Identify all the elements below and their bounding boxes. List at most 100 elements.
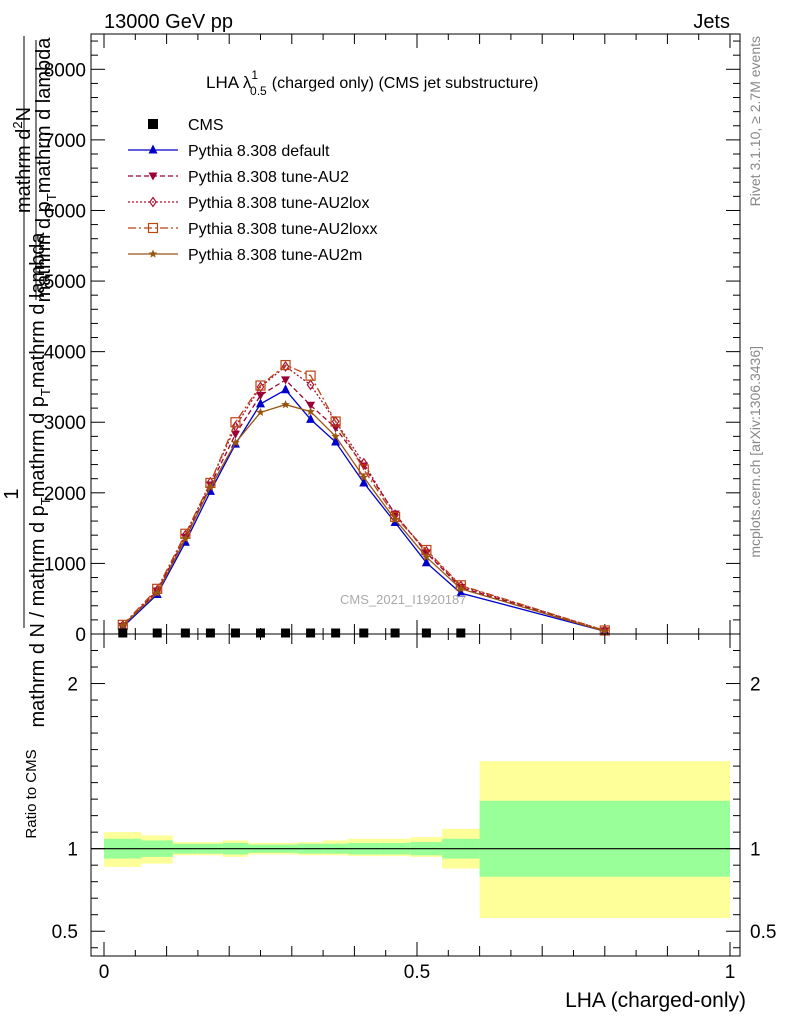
legend-marker-au2loxx [147, 222, 159, 234]
main-ytick-label-0: 0 [75, 625, 86, 646]
legend-label-au2lox: Pythia 8.308 tune-AU2lox [188, 195, 369, 212]
legend: CMS Pythia 8.308 default Pythia 8.308 tune… [128, 117, 377, 264]
cms-point-12 [456, 628, 466, 638]
ratio-ytick-label-right-1: 1 [750, 840, 761, 861]
main-ytick-label-6: 6000 [44, 201, 86, 222]
series-point-au2m-2 [181, 534, 190, 543]
series-line-au2lox [122, 365, 605, 632]
series-point-au2m-7 [306, 407, 315, 416]
ratio-ytick-label-right-0: 0.5 [750, 922, 776, 943]
series-line-au2m [122, 403, 605, 632]
legend-marker-au2m [148, 249, 158, 258]
series-point-au2m-6 [281, 400, 290, 409]
series-point-au2lox-5 [256, 381, 265, 393]
main-panel: 0 1000 2000 3000 4000 5000 6000 7000 8000 [44, 33, 741, 646]
legend-marker-default [148, 144, 158, 154]
series-point-au2-5 [256, 391, 265, 400]
main-ytick-label-3: 3000 [44, 413, 86, 434]
series-point-au2-6 [281, 376, 291, 385]
x-axis-label: LHA (charged-only) [565, 989, 746, 1012]
main-ytick-label-4: 4000 [44, 343, 86, 364]
ratio-xtick-label-1: 0.5 [404, 962, 430, 983]
ylabel-num-n: N [13, 107, 35, 121]
title-sub: 0.5 [250, 84, 267, 98]
series-point-au2loxx-6 [280, 359, 291, 371]
ylabel-inner-b: mathrm d lambda [33, 37, 55, 193]
cms-point-1 [152, 628, 162, 638]
legend-label-cms: CMS [188, 117, 224, 134]
ylabel-denominator: mathrm d N / mathrm d pTmathrm d pTmathr… [27, 232, 53, 728]
ylabel-inner-den: mathrm d pTmathrm d lambda [33, 37, 59, 303]
ylabel-num-d: mathrm d [13, 129, 35, 213]
legend-marker-cms [148, 119, 158, 129]
main-ytick-label-2: 2000 [44, 484, 86, 505]
series-point-au2loxx-4 [230, 417, 241, 428]
ylabel-den-t1: T [38, 497, 53, 505]
ratio-ytick-label-left-1: 1 [67, 840, 78, 861]
rivet-label: Rivet 3.1.10, ≥ 2.7M events [747, 36, 763, 206]
header-energy: 13000 GeV pp [104, 11, 233, 33]
series-point-default-12 [456, 587, 466, 597]
series-point-au2-7 [306, 401, 316, 410]
cms-point-0 [118, 628, 128, 638]
series-point-au2m-12 [456, 584, 466, 593]
cms-point-9 [359, 628, 369, 638]
analysis-watermark: CMS_2021_I1920187 [340, 592, 467, 607]
series-point-au2m-4 [231, 438, 240, 447]
ratio-ytick-label-right-2: 2 [750, 675, 761, 696]
series-point-au2m-0 [118, 621, 128, 630]
main-ytick-label-7: 7000 [44, 131, 86, 152]
ylabel-den-c: mathrm d lambda [27, 232, 49, 388]
ylabel-inner-a: mathrm d p [33, 201, 55, 302]
series-point-au2m-10 [390, 515, 400, 524]
ylabel-den-a: mathrm d N / mathrm d p [27, 505, 49, 727]
series-point-default-8 [331, 436, 341, 446]
series-point-au2m-5 [256, 407, 265, 416]
series-point-au2lox-6 [281, 360, 290, 373]
cms-point-6 [281, 628, 291, 638]
main-ytick-label-5: 5000 [44, 272, 86, 293]
ratio-ytick-label-left-0: 0.5 [52, 922, 78, 943]
mcplots-label: mcplots.cern.ch [arXiv:1306.3436] [747, 346, 763, 558]
series-point-au2lox-4 [231, 420, 240, 433]
series-point-au2m-11 [422, 552, 431, 561]
plot-title: LHA λ1 0.5 (charged only) (CMS jet substru… [206, 68, 539, 98]
series-point-au2m-3 [206, 482, 215, 491]
ylabel-den-b: mathrm d p [27, 396, 49, 497]
cms-point-11 [421, 628, 431, 638]
series-line-au2 [122, 379, 605, 632]
legend-label-au2loxx: Pythia 8.308 tune-AU2loxx [188, 221, 377, 238]
ratio-panel: 0 0.5 1 0.5 0.5 1 1 2 2 [52, 633, 776, 983]
ratio-ylabel: Ratio to CMS [23, 749, 40, 838]
ratio-frame [90, 633, 741, 957]
cms-point-5 [256, 628, 265, 638]
title-sup: 1 [251, 68, 258, 82]
series-point-default-5 [256, 398, 265, 408]
cms-point-8 [331, 628, 341, 638]
series-point-au2lox-9 [359, 457, 368, 469]
series-point-default-6 [281, 384, 291, 394]
cms-point-3 [205, 628, 215, 638]
title-rest: (charged only) (CMS jet substructure) [272, 75, 539, 92]
series-point-default-7 [306, 413, 316, 423]
ratio-xtick-label-2: 1 [725, 962, 736, 983]
series-point-au2loxx-7 [305, 370, 316, 381]
series-point-au2m-13 [600, 626, 610, 635]
title-main: LHA λ [206, 73, 252, 92]
ylabel-numerator: mathrm d2N [10, 107, 35, 213]
series-point-au2lox-7 [306, 379, 315, 391]
main-ytick-label-8: 8000 [44, 60, 86, 81]
cms-point-7 [306, 628, 316, 638]
series-line-au2loxx [122, 364, 605, 632]
legend-label-au2: Pythia 8.308 tune-AU2 [188, 169, 349, 186]
ylabel-inner-t: T [44, 193, 59, 201]
ylabel-num-2: 2 [10, 121, 25, 128]
header-jets: Jets [693, 11, 730, 33]
series-point-au2m-8 [331, 431, 340, 440]
ratio-ytick-label-left-2: 2 [67, 675, 78, 696]
main-ytick-label-1: 1000 [44, 554, 86, 575]
series-point-au2loxx-5 [255, 380, 266, 391]
main-ylabel: 1 mathrm d N / mathrm d pTmathrm d pTmat… [1, 36, 59, 727]
legend-marker-au2 [148, 172, 158, 181]
